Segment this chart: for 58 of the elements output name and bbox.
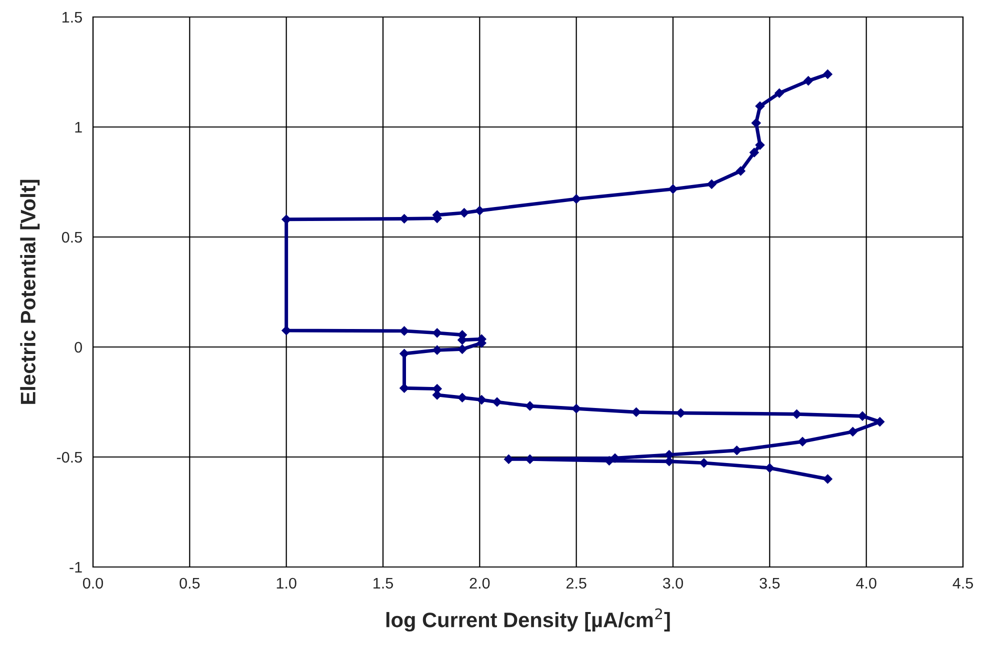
point xyxy=(664,450,674,460)
point xyxy=(476,395,486,404)
x-tick-label: 3.5 xyxy=(760,578,780,589)
point xyxy=(475,206,484,216)
point xyxy=(848,427,858,436)
point xyxy=(752,118,761,128)
x-tick-label: 4.5 xyxy=(952,578,973,589)
point xyxy=(707,180,716,189)
point xyxy=(632,407,641,417)
point xyxy=(525,401,535,411)
point xyxy=(823,70,832,79)
x-tick-label: 0.0 xyxy=(82,578,104,589)
point xyxy=(572,404,581,414)
y-tick-label: -0.5 xyxy=(56,452,82,463)
y-tick-label: 1 xyxy=(75,122,82,133)
point xyxy=(804,76,813,86)
y-tick-label: 0.5 xyxy=(62,232,82,243)
point xyxy=(458,392,467,402)
x-tick-label: 3.0 xyxy=(662,578,684,589)
x-axis-title: log Current Density [µA/cm$^{2}$] xyxy=(386,608,670,632)
point xyxy=(750,148,759,158)
point xyxy=(492,397,502,407)
y-tick-label: 0 xyxy=(74,342,82,353)
point xyxy=(858,411,868,421)
point xyxy=(432,328,442,338)
x-tick-label: 1.0 xyxy=(276,578,296,589)
x-tick-label: 0.5 xyxy=(180,578,200,589)
point xyxy=(699,458,709,468)
y-tick-label: 1.5 xyxy=(62,12,82,23)
point xyxy=(774,88,784,98)
point xyxy=(755,101,765,111)
x-tick-label: 4.0 xyxy=(856,578,876,589)
point xyxy=(798,436,808,446)
point xyxy=(525,454,535,464)
point xyxy=(823,474,832,484)
point xyxy=(668,184,678,194)
point xyxy=(282,214,291,224)
point xyxy=(504,454,514,464)
point xyxy=(460,208,469,218)
point xyxy=(400,348,409,358)
point xyxy=(765,463,774,473)
point xyxy=(400,326,409,336)
point xyxy=(755,140,765,150)
point xyxy=(572,194,581,204)
x-tick-label: 2.0 xyxy=(470,578,490,589)
point xyxy=(458,344,467,354)
x-tick-label: 2.5 xyxy=(566,578,586,589)
y-tick-label: -1 xyxy=(70,562,82,573)
point xyxy=(664,456,674,466)
point xyxy=(282,326,291,336)
point xyxy=(732,446,742,456)
point xyxy=(676,408,686,418)
y-axis-title: Electric Potential [Volt] xyxy=(20,180,40,404)
point xyxy=(736,166,746,176)
x-tick-label: 1.5 xyxy=(374,578,393,589)
point xyxy=(792,409,802,419)
point xyxy=(610,453,620,463)
point xyxy=(432,345,442,355)
